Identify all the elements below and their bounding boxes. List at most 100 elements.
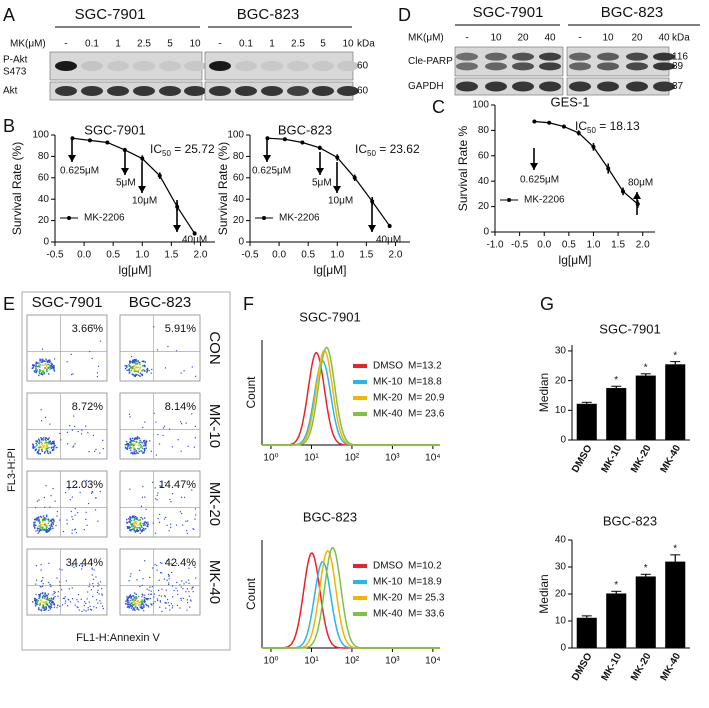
event-dot: [128, 365, 130, 367]
annotation: 0.625μM: [60, 166, 99, 177]
event-dot: [43, 517, 45, 519]
event-dot: [55, 525, 57, 527]
event-dot: [186, 588, 188, 590]
event-dot: [99, 452, 101, 454]
event-dot: [63, 597, 65, 600]
median-label: M= 20.9: [408, 393, 445, 404]
annotation: 5μM: [312, 178, 332, 189]
event-dot: [42, 601, 45, 603]
event-dot: [129, 605, 132, 607]
event-dot: [50, 519, 53, 521]
event-dot: [162, 434, 164, 437]
event-dot: [127, 604, 129, 606]
event-dot: [36, 441, 39, 443]
event-dot: [39, 441, 41, 443]
event-dot: [181, 580, 183, 582]
event-dot: [35, 361, 38, 364]
event-dot: [135, 452, 137, 455]
blot-band: [569, 62, 591, 71]
event-dot: [141, 446, 143, 448]
event-dot: [194, 508, 197, 510]
event-dot: [135, 522, 138, 525]
event-dot: [185, 591, 187, 593]
event-dot: [39, 515, 42, 518]
event-dot: [81, 429, 83, 431]
event-dot: [148, 606, 150, 608]
event-dot: [125, 443, 128, 446]
event-dot: [51, 525, 53, 527]
dose-label: -: [64, 39, 67, 50]
arrow-head: [68, 155, 76, 162]
event-dot: [42, 515, 45, 517]
legend-marker: [262, 216, 266, 220]
event-dot: [44, 367, 46, 369]
event-dot: [133, 601, 135, 603]
event-dot: [155, 454, 157, 456]
event-dot: [60, 439, 62, 441]
event-dot: [156, 494, 158, 497]
event-dot: [35, 524, 37, 527]
event-dot: [83, 604, 85, 607]
event-dot: [73, 566, 75, 569]
event-dot: [173, 589, 175, 592]
event-dot: [38, 442, 40, 444]
event-dot: [134, 516, 137, 518]
event-dot: [133, 592, 136, 594]
chart-title: SGC-7901: [599, 321, 660, 336]
event-dot: [146, 588, 148, 590]
event-dot: [126, 596, 128, 598]
event-dot: [45, 445, 48, 447]
blot-band: [485, 62, 507, 71]
event-dot: [141, 496, 144, 498]
event-dot: [133, 518, 136, 520]
event-dot: [53, 592, 55, 595]
x-tick-label: 2.0: [194, 250, 208, 261]
event-dot: [188, 567, 190, 569]
event-dot: [92, 434, 94, 437]
event-dot: [50, 367, 52, 370]
event-dot: [35, 579, 38, 581]
event-dot: [53, 370, 56, 372]
x-tick-label: 10⁴: [425, 453, 440, 464]
event-dot: [49, 600, 51, 603]
apoptosis-percentage: 14.47%: [159, 479, 197, 491]
ic50-prefix: IC: [575, 119, 587, 133]
event-dot: [166, 560, 168, 562]
event-dot: [43, 372, 45, 374]
event-dot: [35, 593, 37, 596]
x-tick-label: 0.0: [77, 250, 91, 261]
event-dot: [194, 425, 196, 427]
event-dot: [50, 599, 52, 602]
event-dot: [128, 596, 131, 599]
event-dot: [131, 524, 133, 526]
event-dot: [73, 445, 75, 447]
event-dot: [134, 606, 137, 608]
event-dot: [52, 601, 54, 603]
event-dot: [143, 364, 146, 366]
event-dot: [40, 438, 43, 441]
event-dot: [141, 607, 144, 610]
event-dot: [74, 528, 77, 530]
event-dot: [61, 569, 63, 571]
event-dot: [132, 361, 134, 363]
event-dot: [140, 600, 142, 603]
event-dot: [144, 444, 146, 446]
event-dot: [165, 607, 167, 609]
event-dot: [134, 597, 136, 599]
x-axis-label: FL1-H:Annexin V: [76, 632, 160, 644]
event-dot: [182, 597, 184, 599]
event-dot: [78, 609, 80, 611]
event-dot: [72, 518, 74, 520]
event-dot: [101, 594, 103, 596]
event-dot: [154, 601, 156, 603]
event-dot: [183, 583, 185, 585]
event-dot: [44, 416, 47, 418]
event-dot: [51, 366, 54, 368]
event-dot: [134, 437, 136, 439]
event-dot: [144, 365, 146, 368]
event-dot: [159, 513, 161, 515]
data-point: [300, 140, 305, 145]
event-dot: [50, 528, 52, 530]
blot-band: [209, 86, 231, 96]
event-dot: [191, 489, 193, 491]
